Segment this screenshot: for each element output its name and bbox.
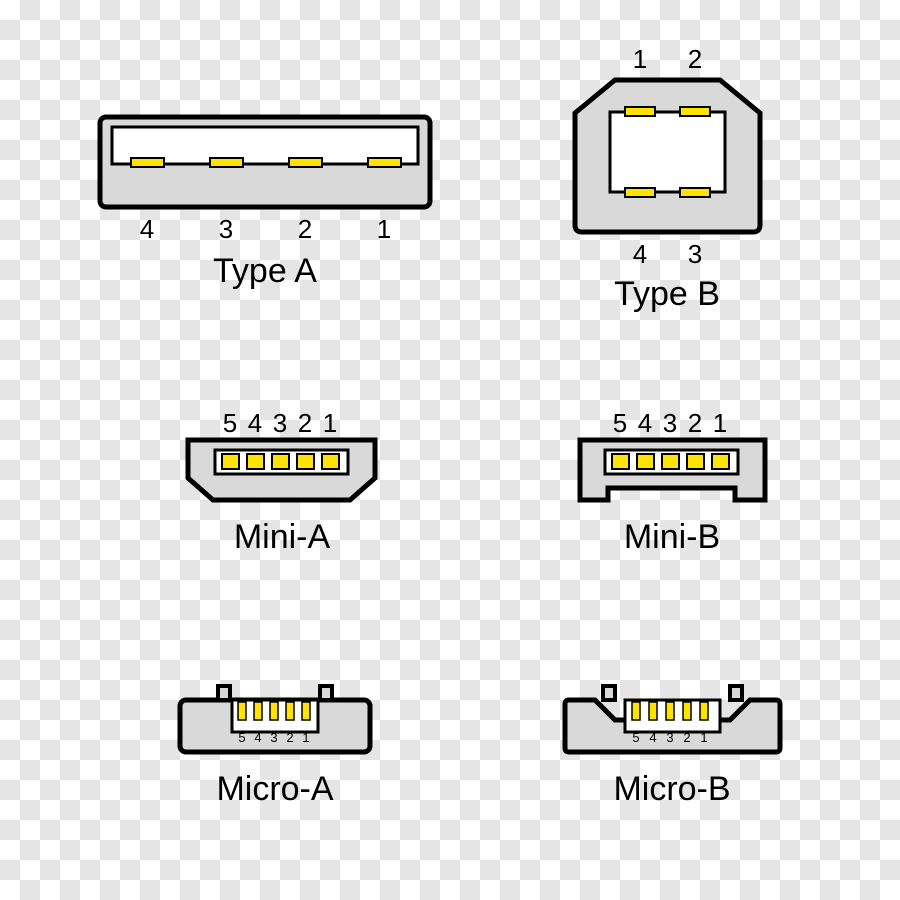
svg-text:4: 4 <box>638 408 652 438</box>
connector-type-b: 1 2 4 3 Type B <box>575 44 760 313</box>
svg-text:2: 2 <box>683 730 690 745</box>
connector-mini-a: 5 4 3 2 1 Mini-A <box>188 408 375 556</box>
svg-text:1: 1 <box>323 408 337 438</box>
connector-micro-a: 5 4 3 2 1 Micro-A <box>180 686 370 808</box>
mini-b-label: Mini-B <box>624 518 720 556</box>
mini-a-label: Mini-A <box>234 518 331 556</box>
svg-text:5: 5 <box>238 730 245 745</box>
mini-b-pins <box>612 454 729 469</box>
svg-text:4: 4 <box>140 214 154 244</box>
micro-b-label: Micro-B <box>613 770 730 808</box>
svg-text:5: 5 <box>632 730 639 745</box>
svg-text:2: 2 <box>688 44 702 74</box>
svg-text:1: 1 <box>633 44 647 74</box>
svg-text:4: 4 <box>248 408 262 438</box>
svg-text:1: 1 <box>713 408 727 438</box>
type-a-pin-labels: 4 3 2 1 <box>140 214 391 244</box>
svg-text:3: 3 <box>219 214 233 244</box>
usb-connectors-diagram: 4 3 2 1 Type A 1 2 4 3 Type <box>0 0 900 900</box>
svg-text:1: 1 <box>700 730 707 745</box>
svg-text:1: 1 <box>377 214 391 244</box>
mini-a-pin-labels: 5 4 3 2 1 <box>223 408 337 438</box>
connector-micro-b: 5 4 3 2 1 Micro-B <box>565 686 780 808</box>
type-b-pin-labels-top: 1 2 <box>633 44 702 74</box>
svg-text:5: 5 <box>613 408 627 438</box>
svg-text:4: 4 <box>254 730 261 745</box>
connector-type-a: 4 3 2 1 Type A <box>100 117 430 290</box>
type-b-label: Type B <box>614 275 720 313</box>
svg-text:3: 3 <box>666 730 673 745</box>
checker-background: 4 3 2 1 Type A 1 2 4 3 Type <box>0 0 900 900</box>
svg-text:4: 4 <box>649 730 656 745</box>
svg-text:2: 2 <box>688 408 702 438</box>
connector-mini-b: 5 4 3 2 1 Mini-B <box>580 408 765 556</box>
type-b-pin-labels-bottom: 4 3 <box>633 239 702 269</box>
svg-text:3: 3 <box>273 408 287 438</box>
mini-a-pins <box>222 454 339 469</box>
svg-text:4: 4 <box>633 239 647 269</box>
type-a-label: Type A <box>213 252 317 290</box>
micro-a-label: Micro-A <box>216 770 333 808</box>
mini-b-pin-labels: 5 4 3 2 1 <box>613 408 727 438</box>
svg-text:1: 1 <box>302 730 309 745</box>
svg-text:5: 5 <box>223 408 237 438</box>
svg-text:3: 3 <box>270 730 277 745</box>
svg-text:2: 2 <box>298 408 312 438</box>
svg-text:3: 3 <box>663 408 677 438</box>
svg-text:2: 2 <box>286 730 293 745</box>
svg-text:2: 2 <box>298 214 312 244</box>
type-b-inner <box>610 112 725 192</box>
svg-text:3: 3 <box>688 239 702 269</box>
